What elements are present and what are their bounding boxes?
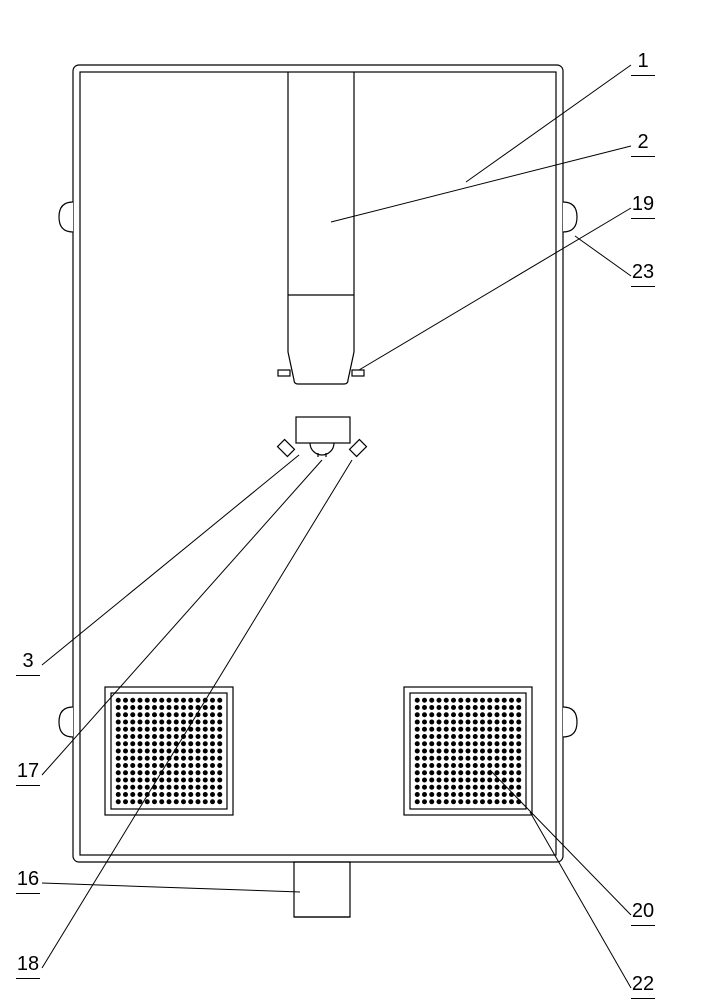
callout-label-20: 20: [631, 900, 655, 926]
callout-label-16: 16: [16, 868, 40, 894]
callout-number: 2: [631, 131, 655, 157]
callout-number: 19: [631, 193, 655, 219]
callout-number: 20: [631, 900, 655, 926]
callout-number: 16: [16, 868, 40, 894]
technical-drawing: [0, 0, 710, 1000]
callout-label-3: 3: [16, 650, 40, 676]
callout-number: 18: [16, 953, 40, 979]
callout-number: 3: [16, 650, 40, 676]
callout-label-1: 1: [631, 50, 655, 76]
callout-label-2: 2: [631, 131, 655, 157]
callout-label-22: 22: [631, 973, 655, 999]
callout-number: 17: [16, 760, 40, 786]
callout-label-19: 19: [631, 193, 655, 219]
callout-label-18: 18: [16, 953, 40, 979]
callout-number: 1: [631, 50, 655, 76]
callout-label-23: 23: [631, 261, 655, 287]
callout-number: 22: [631, 973, 655, 999]
callout-label-17: 17: [16, 760, 40, 786]
callout-number: 23: [631, 261, 655, 287]
